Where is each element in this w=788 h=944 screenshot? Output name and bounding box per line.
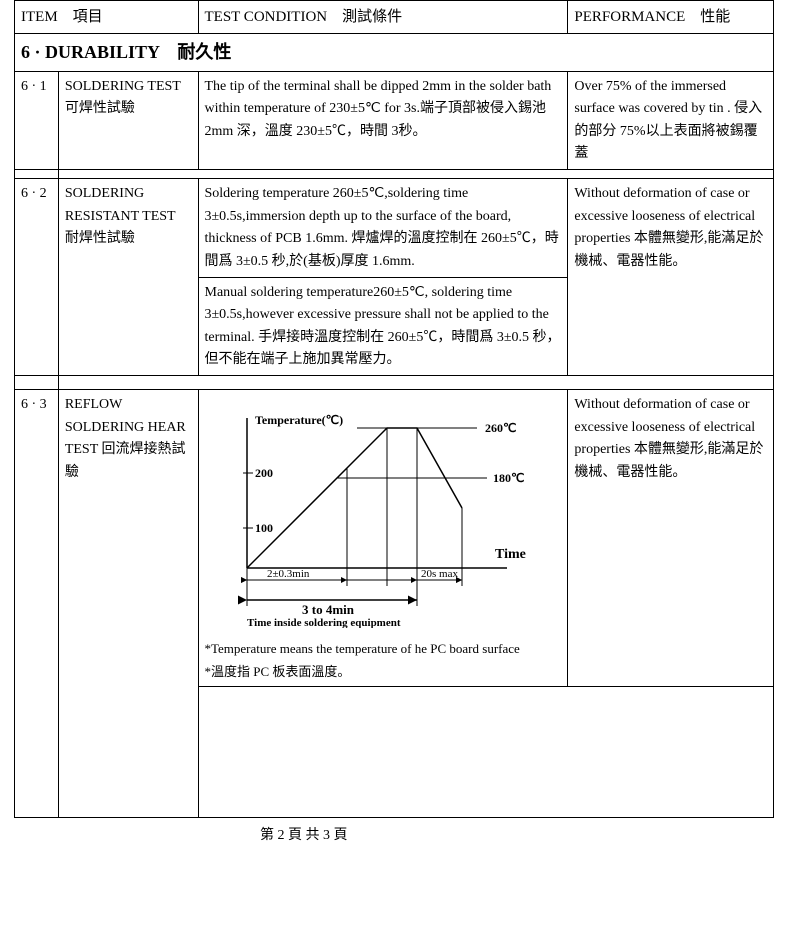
- row-6-1-perf: Over 75% of the immersed surface was cov…: [568, 71, 774, 170]
- row-6-1-item: SOLDERING TEST 可焊性試驗: [58, 71, 198, 170]
- svg-text:100: 100: [255, 521, 273, 535]
- svg-text:180℃: 180℃: [493, 471, 524, 485]
- spec-table: ITEM 項目 TEST CONDITION 測試條件 PERFORMANCE …: [14, 0, 774, 818]
- row-6-3-num: 6 · 3: [15, 390, 59, 818]
- section-title-row: 6 · DURABILITY 耐久性: [15, 34, 774, 72]
- row-6-2-item: SOLDERING RESISTANT TEST 耐焊性試驗: [58, 179, 198, 376]
- section-title: 6 · DURABILITY 耐久性: [15, 34, 774, 72]
- row-6-3-item: REFLOW SOLDERING HEAR TEST 回流焊接熱試驗: [58, 390, 198, 818]
- row-6-1-num: 6 · 1: [15, 71, 59, 170]
- row-6-1-spacer: [15, 170, 774, 179]
- row-6-3-perf: Without deformation of case or excessive…: [568, 390, 774, 687]
- row-6-3-note2: *溫度指 PC 板表面溫度。: [205, 662, 562, 683]
- row-6-1: 6 · 1 SOLDERING TEST 可焊性試驗 The tip of th…: [15, 71, 774, 170]
- header-condition: TEST CONDITION 測試條件: [198, 1, 568, 34]
- svg-text:Time inside soldering equipmen: Time inside soldering equipment: [247, 617, 401, 628]
- row-6-2-cond-b: Manual soldering temperature260±5℃, sold…: [198, 277, 568, 376]
- row-6-2-perf: Without deformation of case or excessive…: [568, 179, 774, 376]
- row-6-1-cond: The tip of the terminal shall be dipped …: [198, 71, 568, 170]
- svg-text:Time: Time: [495, 547, 526, 562]
- header-performance: PERFORMANCE 性能: [568, 1, 774, 34]
- row-6-2-num: 6 · 2: [15, 179, 59, 376]
- row-6-2-cond-a: Soldering temperature 260±5℃,soldering t…: [198, 179, 568, 278]
- svg-text:260℃: 260℃: [485, 421, 516, 435]
- table-header-row: ITEM 項目 TEST CONDITION 測試條件 PERFORMANCE …: [15, 1, 774, 34]
- header-item: ITEM 項目: [15, 1, 199, 34]
- svg-text:2±0.3min: 2±0.3min: [267, 568, 310, 580]
- svg-text:3 to 4min: 3 to 4min: [302, 602, 355, 617]
- row-6-2: 6 · 2 SOLDERING RESISTANT TEST 耐焊性試驗 Sol…: [15, 179, 774, 278]
- page-footer: 第 2 頁 共 3 頁: [0, 824, 788, 844]
- row-6-3-cond: 100 200 Temperature(℃) 260℃ 180℃ Time 2±0.3min…: [198, 390, 568, 687]
- row-6-3: 6 · 3 REFLOW SOLDERING HEAR TEST 回流焊接熱試驗…: [15, 390, 774, 687]
- row-6-3-note1: *Temperature means the temperature of he…: [205, 639, 562, 660]
- svg-text:Temperature(℃): Temperature(℃): [255, 413, 343, 427]
- svg-text:200: 200: [255, 466, 273, 480]
- reflow-chart: 100 200 Temperature(℃) 260℃ 180℃ Time 2±0.3min…: [205, 394, 562, 636]
- reflow-profile-svg: 100 200 Temperature(℃) 260℃ 180℃ Time 2±0.3min…: [207, 398, 547, 628]
- svg-text:20s max: 20s max: [421, 568, 458, 580]
- row-6-2-spacer: [15, 376, 774, 390]
